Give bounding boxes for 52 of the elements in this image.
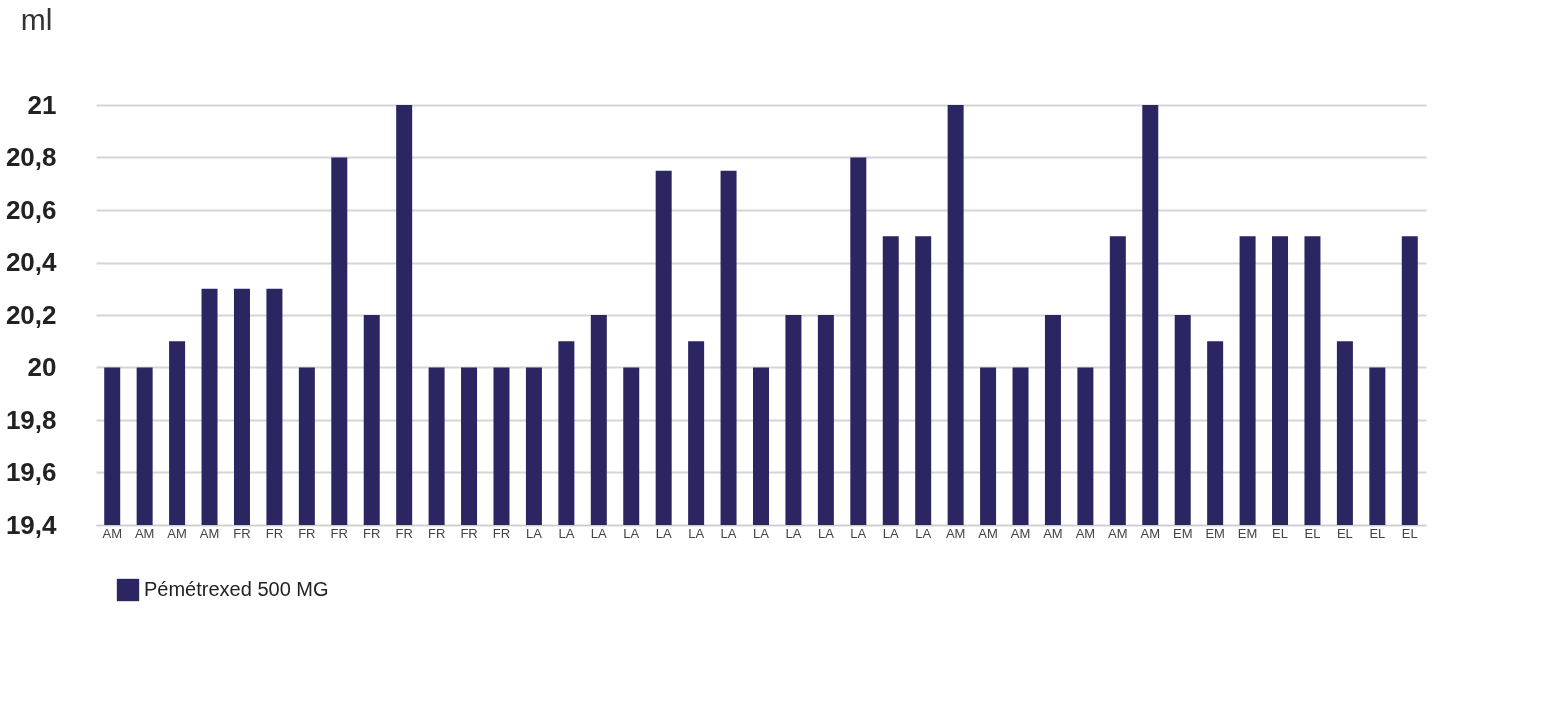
x-tick-label: AM [1043,525,1063,541]
x-tick-label: LA [688,525,705,541]
x-tick-label: AM [134,525,155,541]
x-tick-label: EL [1272,525,1288,541]
y-tick-label: 20,6 [5,194,57,225]
x-tick-label: LA [817,525,835,541]
x-tick-label: LA [590,525,608,541]
x-tick-label: AM [1108,525,1128,541]
y-tick-label: 19,6 [5,457,57,487]
x-tick-label: LA [850,525,867,541]
x-tick-label: FR [395,525,413,541]
y-tick-label: 20,2 [5,299,57,330]
x-tick-label: FR [265,525,284,541]
x-tick-label: LA [655,525,672,541]
y-tick-label: 19,8 [5,404,57,435]
y-tick-label: 20,8 [5,142,57,172]
x-tick-label: LA [882,525,900,541]
x-tick-label: FR [330,525,348,541]
x-tick-label: EM [1205,525,1225,541]
x-tick-label: AM [199,525,220,541]
x-tick-label: FR [363,525,381,541]
x-tick-label: FR [298,525,316,541]
y-tick-label: 20 [27,352,57,382]
x-tick-label: LA [785,525,802,541]
x-tick-label: FR [460,525,478,541]
x-tick-label: EL [1369,525,1386,541]
x-tick-label: LA [623,525,640,541]
x-tick-label: LA [558,525,575,541]
x-tick-label: FR [492,525,511,541]
x-tick-label: AM [102,525,122,541]
x-tick-label: AM [167,525,187,541]
x-tick-label: AM [1140,525,1161,541]
x-tick-label: FR [233,525,251,541]
x-tick-label: LA [525,525,543,541]
y-tick-label: 20,4 [5,247,58,277]
legend-label: Pémétrexed 500 MG [144,578,329,600]
x-tick-label: LA [753,525,770,541]
x-tick-label: LA [720,525,737,541]
y-axis-title: ml [20,2,53,36]
y-tick-label: 19,4 [5,509,58,540]
y-tick-label: 21 [27,89,57,120]
x-tick-label: EM [1237,525,1258,541]
x-tick-label: AM [1075,525,1096,541]
x-tick-label: EL [1401,525,1418,541]
x-tick-label: EL [1336,525,1353,541]
x-tick-label: LA [915,525,932,541]
x-tick-label: EL [1304,525,1321,541]
x-tick-label: AM [978,525,998,541]
x-tick-label: AM [945,525,966,541]
x-tick-label: EM [1172,525,1193,541]
x-tick-label: AM [1010,525,1031,541]
x-tick-label: FR [427,525,446,541]
